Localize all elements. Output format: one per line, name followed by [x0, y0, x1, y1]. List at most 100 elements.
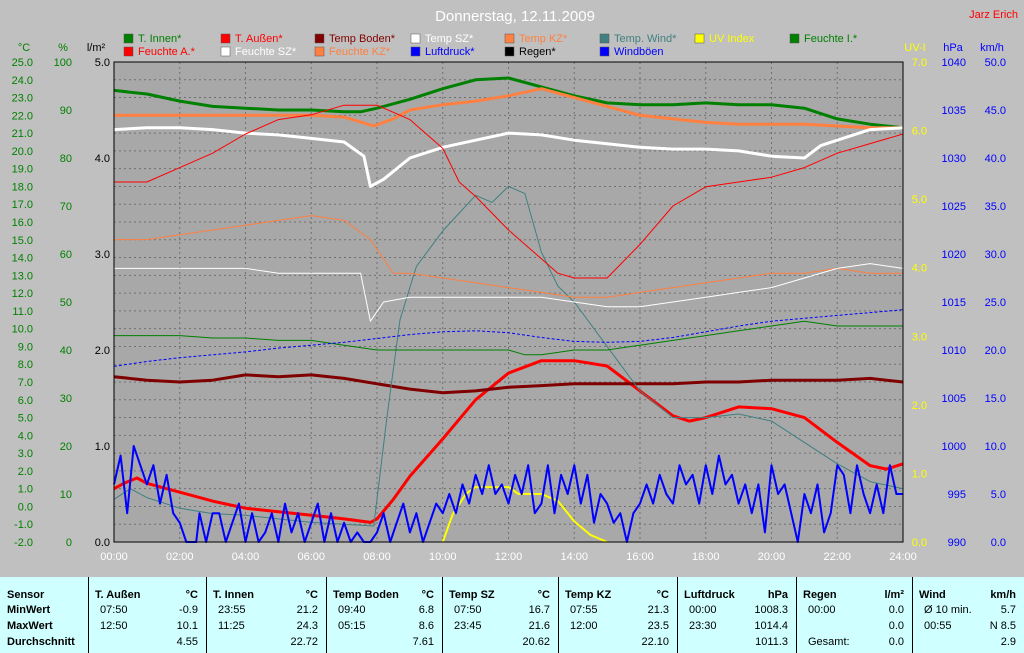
table-cell: Regen: [803, 589, 837, 601]
series-group: [113, 76, 904, 543]
y-tick-label: 1020: [942, 249, 966, 261]
y-tick-label: 1.0: [912, 468, 927, 480]
y-tick-label: 20.0: [12, 146, 33, 158]
table-cell: 1008.3: [754, 604, 788, 616]
y-tick-label: 13.0: [12, 270, 33, 282]
y-tick-label: 3.0: [95, 249, 110, 261]
table-cell: Luftdruck: [684, 589, 735, 601]
table-cell: 7.61: [412, 636, 434, 648]
table-cell: 07:50: [454, 604, 482, 616]
x-tick-label: 04:00: [232, 551, 260, 563]
legend-swatch: [220, 46, 231, 57]
x-tick-label: 10:00: [429, 551, 457, 563]
y-tick-label: 1025: [942, 201, 966, 213]
y-tick-label: 1005: [942, 393, 966, 405]
y-tick-label: 0.0: [95, 537, 110, 549]
table-cell: 0.0: [888, 604, 904, 616]
legend-label: Feuchte SZ*: [235, 46, 297, 58]
y-tick-label: 4.0: [18, 430, 33, 442]
series-line: [114, 87, 903, 130]
table-cell: 00:00: [808, 604, 836, 616]
x-tick-label: 22:00: [823, 551, 851, 563]
series-line: [114, 215, 903, 298]
y-tick-label: 1015: [942, 297, 966, 309]
y-tick-label: 20: [60, 441, 72, 453]
legend-label: Windböen: [614, 46, 664, 58]
series-line: [114, 263, 904, 322]
y-tick-label: -2.0: [14, 537, 33, 549]
table-cell: Wind: [919, 589, 946, 601]
legend-label: Feuchte A.*: [138, 46, 196, 58]
y-tick-label: 1030: [942, 153, 966, 165]
table-cell: 8.6: [418, 620, 434, 632]
y-tick-label: 4.0: [912, 263, 927, 275]
y-tick-label: 3.0: [912, 331, 927, 343]
y-tick-label: 80: [60, 153, 72, 165]
y-tick-label: 1035: [942, 105, 966, 117]
table-cell: N 8.5: [989, 620, 1016, 632]
series-line: [113, 309, 904, 367]
table-cell: Temp Boden: [333, 589, 399, 601]
y-tick-label: 1040: [942, 57, 966, 69]
y-tick-label: 70: [60, 201, 72, 213]
table-column: Temp Boden °C 09:40 6.8 05:15 8.6 7.61: [326, 577, 443, 653]
legend-label: Feuchte KZ*: [329, 46, 391, 58]
table-cell: 23.5: [647, 620, 669, 632]
x-tick-label: 20:00: [758, 551, 786, 563]
y-tick-label: 45.0: [985, 105, 1006, 117]
y-tick-label: 50.0: [985, 57, 1006, 69]
table-cell: °C: [421, 589, 434, 601]
axis-unit-label: UV-I: [904, 42, 925, 54]
y-tick-label: 60: [60, 249, 72, 261]
x-tick-label: 16:00: [626, 551, 654, 563]
axis-unit-label: %: [58, 42, 68, 54]
table-column: Wind km/h Ø 10 min. 5.7 00:55 N 8.5 2.9: [912, 577, 1024, 653]
table-cell: hPa: [767, 589, 788, 601]
y-tick-label: 30: [60, 393, 72, 405]
y-tick-label: 15.0: [12, 235, 33, 247]
y-tick-label: 0: [66, 537, 72, 549]
y-tick-label: 40.0: [985, 153, 1006, 165]
legend-label: Temp Boden*: [329, 33, 396, 45]
y-tick-label: 16.0: [12, 217, 33, 229]
legend-swatch: [410, 33, 421, 44]
legend-swatch: [123, 46, 134, 57]
table-cell: 22.72: [290, 636, 318, 648]
series-line: [114, 320, 903, 356]
x-tick-label: 12:00: [495, 551, 523, 563]
table-column: T. Innen °C 23:55 21.2 11:25 24.3 22.72: [206, 577, 327, 653]
axis-unit-label: hPa: [943, 42, 963, 54]
y-tick-label: 90: [60, 105, 72, 117]
series-line: [114, 104, 904, 279]
y-tick-label: 1.0: [18, 484, 33, 496]
legend-label: T. Innen*: [138, 33, 182, 45]
table-cell: 21.6: [528, 620, 550, 632]
y-tick-label: 12.0: [12, 288, 33, 300]
legend-swatch: [694, 33, 705, 44]
axis-unit-label: km/h: [980, 42, 1004, 54]
y-tick-label: 2.0: [95, 345, 110, 357]
y-tick-label: 10: [60, 489, 72, 501]
x-tick-label: 06:00: [297, 551, 325, 563]
legend-swatch: [504, 33, 515, 44]
y-tick-label: 100: [54, 57, 72, 69]
y-tick-label: -1.0: [14, 519, 33, 531]
y-tick-label: 5.0: [18, 413, 33, 425]
table-column: Temp KZ °C 07:55 21.3 12:00 23.5 22.10: [558, 577, 678, 653]
table-cell: °C: [656, 589, 669, 601]
y-tick-label: 1.0: [95, 441, 110, 453]
row-label-max: MaxWert: [7, 620, 53, 632]
sensor-column: Sensor MinWert MaxWert Durchschnitt: [0, 577, 89, 653]
series-line: [113, 76, 904, 130]
table-cell: 6.8: [418, 604, 434, 616]
table-cell: T. Innen: [213, 589, 254, 601]
stats-table: Sensor MinWert MaxWert Durchschnitt T. A…: [0, 577, 1024, 653]
table-cell: 22.10: [641, 636, 669, 648]
legend-label: Temp SZ*: [425, 33, 474, 45]
table-cell: 1011.3: [755, 636, 788, 648]
chart-title: Donnerstag, 12.11.2009: [435, 8, 595, 25]
y-tick-label: 990: [948, 537, 966, 549]
y-tick-label: 3.0: [18, 448, 33, 460]
y-tick-label: 0.0: [912, 537, 927, 549]
sensor-header: Sensor: [7, 589, 45, 601]
